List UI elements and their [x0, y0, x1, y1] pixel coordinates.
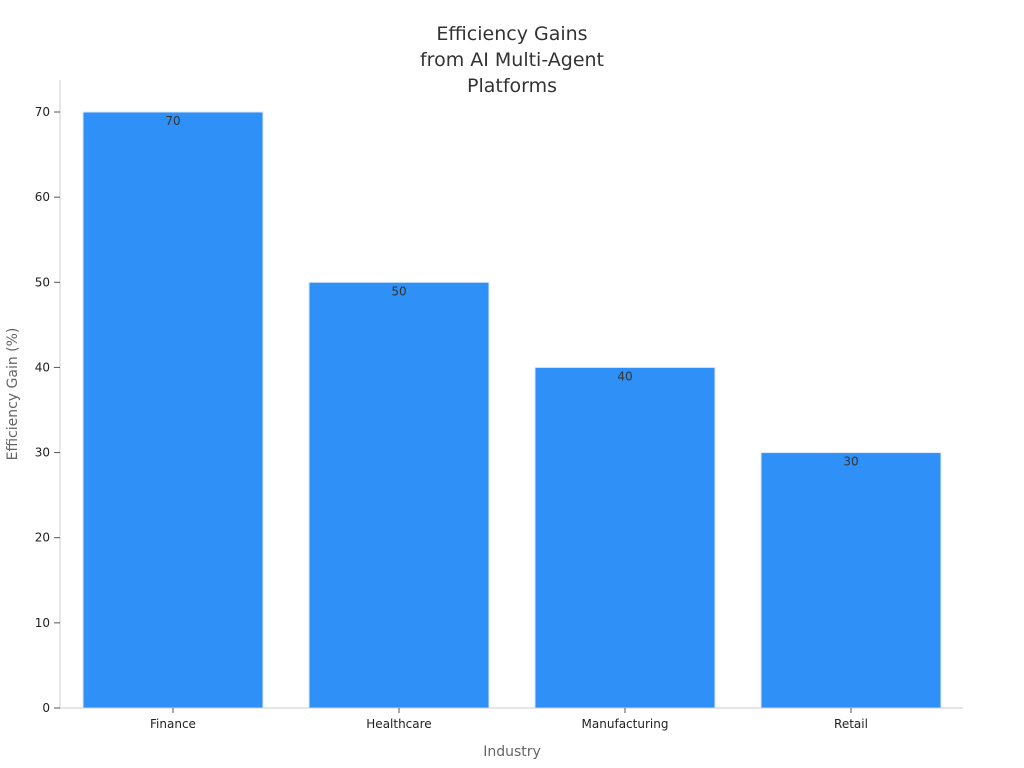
- bar-finance: [82, 111, 264, 709]
- bars-layer: 70 50 40 30: [82, 111, 942, 709]
- y-tick-label: 20: [35, 531, 50, 545]
- y-tick-label: 50: [35, 275, 50, 289]
- y-tick-label: 10: [35, 616, 50, 630]
- chart-title-line-3: Platforms: [467, 75, 557, 97]
- chart-title-line-1: Efficiency Gains: [436, 23, 587, 45]
- data-label: 40: [617, 369, 632, 383]
- data-label: 50: [391, 284, 406, 298]
- y-tick-label: 40: [35, 360, 50, 374]
- x-tick-label: Manufacturing: [582, 717, 669, 731]
- data-label: 70: [165, 114, 180, 128]
- bar-healthcare: [308, 281, 490, 709]
- chart-title-line-2: from AI Multi-Agent: [420, 49, 604, 71]
- data-label: 30: [843, 455, 858, 469]
- x-axis-label: Industry: [483, 744, 541, 760]
- x-tick-label: Retail: [834, 717, 868, 731]
- y-tick-label: 70: [35, 105, 50, 119]
- axes-layer: 0 10 20 30 40 50 60 70 Finance Healthcare Manufact…: [35, 80, 963, 731]
- x-tick-label: Healthcare: [366, 717, 431, 731]
- y-tick-label: 30: [35, 446, 50, 460]
- bar-manufacturing: [534, 366, 716, 709]
- chart-title: Efficiency Gains from AI Multi-Agent Pla…: [420, 23, 604, 97]
- x-tick-label: Finance: [150, 717, 196, 731]
- y-tick-label: 60: [35, 190, 50, 204]
- bar-retail: [760, 452, 942, 709]
- y-tick-label: 0: [42, 701, 50, 715]
- y-axis-label: Efficiency Gain (%): [5, 328, 21, 461]
